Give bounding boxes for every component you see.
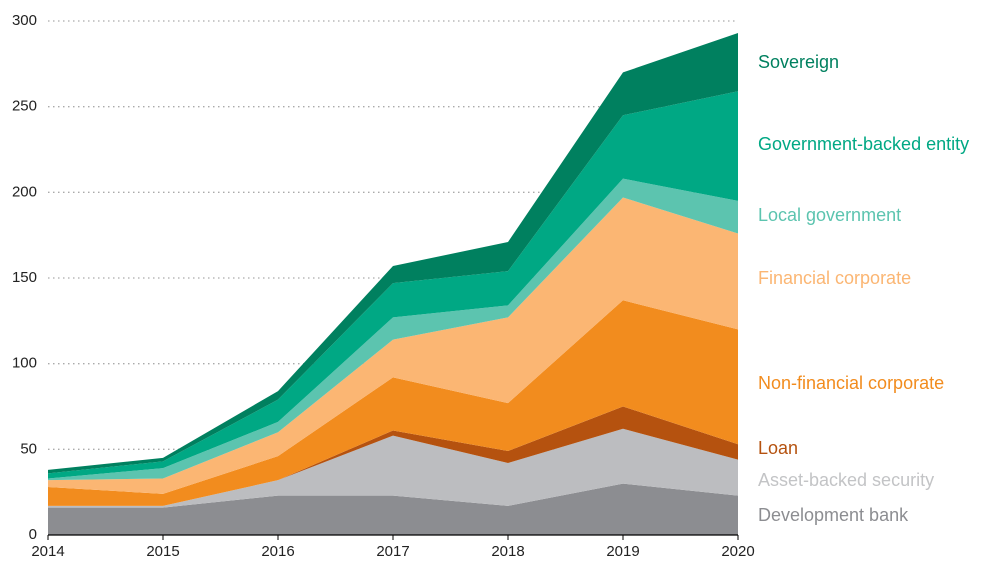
x-tick-label: 2016	[261, 543, 294, 560]
y-tick-label: 200	[12, 183, 37, 200]
y-tick-label: 150	[12, 269, 37, 286]
legend-label: Non-financial corporate	[758, 373, 944, 393]
legend-label: Government-backed entity	[758, 134, 969, 154]
legend-label: Financial corporate	[758, 268, 911, 288]
legend-label: Asset-backed security	[758, 470, 934, 490]
area	[48, 428, 738, 508]
legend-label: Local government	[758, 205, 901, 225]
x-tick-label: 2017	[376, 543, 409, 560]
area	[48, 406, 738, 506]
area	[48, 197, 738, 494]
x-tick-label: 2014	[31, 543, 64, 560]
y-tick-label: 50	[20, 440, 37, 457]
area	[48, 483, 738, 535]
x-tick-label: 2019	[606, 543, 639, 560]
area	[48, 178, 738, 481]
area	[48, 32, 738, 474]
legend-label: Loan	[758, 438, 798, 458]
x-tick-label: 2020	[721, 543, 754, 560]
x-tick-label: 2015	[146, 543, 179, 560]
y-tick-label: 250	[12, 98, 37, 115]
area	[48, 91, 738, 479]
x-tick-label: 2018	[491, 543, 524, 560]
y-tick-label: 0	[29, 526, 37, 543]
y-tick-label: 300	[12, 12, 37, 29]
y-tick-label: 100	[12, 355, 37, 372]
legend-label: Development bank	[758, 505, 909, 525]
legend-label: Sovereign	[758, 52, 839, 72]
